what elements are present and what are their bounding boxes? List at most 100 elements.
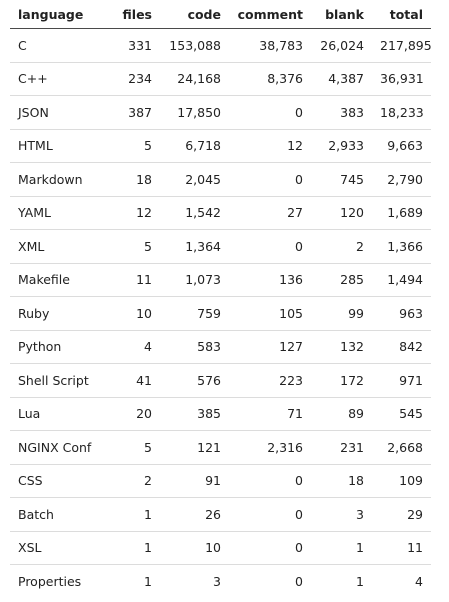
table-row: Ruby 10 759 105 99 963 xyxy=(10,296,431,331)
cell-comment: 12 xyxy=(229,129,311,163)
cell-comment: 38,783 xyxy=(229,28,311,63)
cell-blank: 745 xyxy=(311,162,372,197)
cell-code: 121 xyxy=(160,430,229,465)
cell-comment: 0 xyxy=(229,497,311,532)
cell-blank: 172 xyxy=(311,363,372,398)
table-row: XSL 1 10 0 1 11 xyxy=(10,531,431,565)
cell-language: HTML xyxy=(10,129,108,163)
cell-language: C++ xyxy=(10,62,108,96)
table-row: Makefile 11 1,073 136 285 1,494 xyxy=(10,263,431,297)
table-row: Python 4 583 127 132 842 xyxy=(10,330,431,364)
cell-code: 1,073 xyxy=(160,263,229,297)
cell-comment: 127 xyxy=(229,330,311,364)
cell-comment: 0 xyxy=(229,531,311,565)
cell-code: 576 xyxy=(160,363,229,398)
cell-blank: 2 xyxy=(311,229,372,264)
cell-total: 971 xyxy=(372,363,431,398)
table-row: C++ 234 24,168 8,376 4,387 36,931 xyxy=(10,62,431,96)
cell-code: 3 xyxy=(213,573,221,589)
cell-code: 583 xyxy=(160,330,229,364)
cell-files: 234 xyxy=(108,62,160,96)
cell-total: 109 xyxy=(372,464,431,498)
cell-code: 2,045 xyxy=(160,162,229,197)
cell-files: 331 xyxy=(108,28,160,63)
header-comment: comment xyxy=(229,0,311,29)
cell-total: 1,494 xyxy=(372,263,431,297)
cell-total: 842 xyxy=(372,330,431,364)
cell-blank: 285 xyxy=(311,263,372,297)
cell-language: Shell Script xyxy=(10,363,108,398)
table-row: C 331 153,088 38,783 26,024 217,895 xyxy=(10,28,432,63)
cell-files: 4 xyxy=(108,330,160,364)
cell-comment: 8,376 xyxy=(229,62,311,96)
cell-code: 153,088 xyxy=(160,28,229,63)
cell-files: 5 xyxy=(108,430,160,465)
cell-code: 26 xyxy=(160,497,229,532)
cell-language: Lua xyxy=(10,397,108,431)
header-blank: blank xyxy=(311,0,372,29)
table-row: XML 5 1,364 0 2 1,366 xyxy=(10,229,431,264)
cell-blank: 26,024 xyxy=(311,28,372,63)
cell-code: 385 xyxy=(160,397,229,431)
cell-language: XML xyxy=(10,229,108,264)
cell-language: Batch xyxy=(10,497,108,532)
language-stats-table-container: language files code comment blank total … xyxy=(10,0,432,598)
table-row: YAML 12 1,542 27 120 1,689 xyxy=(10,196,431,230)
table-row: NGINX Conf 5 121 2,316 231 2,668 xyxy=(10,430,431,465)
cell-comment: 136 xyxy=(229,263,311,297)
cell-files: 5 xyxy=(108,229,160,264)
table-header: language files code comment blank total xyxy=(10,0,431,29)
cell-comment: 27 xyxy=(229,196,311,230)
cell-total: 18,233 xyxy=(372,95,431,130)
cell-blank: 4,387 xyxy=(311,62,372,96)
table-row: Properties 1 3 0 1 4 xyxy=(10,565,431,598)
cell-total: 545 xyxy=(372,397,431,431)
header-row: language files code comment blank total xyxy=(10,0,431,29)
cell-language: Python xyxy=(10,330,108,364)
cell-files: 1 xyxy=(144,573,152,589)
header-files: files xyxy=(108,0,160,29)
cell-blank: 231 xyxy=(311,430,372,465)
cell-total: 29 xyxy=(372,497,431,532)
cell-comment: 71 xyxy=(229,397,311,431)
language-stats-table: language files code comment blank total … xyxy=(10,0,432,598)
cell-blank: 1 xyxy=(356,573,364,589)
table-row: Batch 1 26 0 3 29 xyxy=(10,497,431,532)
cell-comment: 105 xyxy=(229,296,311,331)
cell-files: 20 xyxy=(108,397,160,431)
cell-files: 1 xyxy=(108,531,160,565)
cell-comment: 0 xyxy=(295,573,303,589)
table-row: Lua 20 385 71 89 545 xyxy=(10,397,431,431)
cell-language: Properties xyxy=(18,573,82,589)
cell-blank: 99 xyxy=(311,296,372,331)
cell-comment: 0 xyxy=(229,162,311,197)
cell-language: Ruby xyxy=(10,296,108,331)
cell-blank: 1 xyxy=(311,531,372,565)
cell-language: JSON xyxy=(10,95,108,130)
cell-language: Makefile xyxy=(10,263,108,297)
cell-files: 41 xyxy=(108,363,160,398)
cell-blank: 120 xyxy=(311,196,372,230)
cell-total: 2,668 xyxy=(372,430,431,465)
cell-files: 5 xyxy=(108,129,160,163)
table-row: JSON 387 17,850 0 383 18,233 xyxy=(10,95,431,130)
cell-files: 2 xyxy=(108,464,160,498)
cell-code: 17,850 xyxy=(160,95,229,130)
cell-language: CSS xyxy=(10,464,108,498)
cell-blank: 383 xyxy=(311,95,372,130)
cell-code: 6,718 xyxy=(160,129,229,163)
cell-language: YAML xyxy=(10,196,108,230)
cell-files: 10 xyxy=(108,296,160,331)
cell-language: Markdown xyxy=(10,162,108,197)
header-language: language xyxy=(10,0,108,29)
cell-comment: 0 xyxy=(229,229,311,264)
cell-comment: 0 xyxy=(229,95,311,130)
cell-blank: 132 xyxy=(311,330,372,364)
cell-code: 1,364 xyxy=(160,229,229,264)
cell-code: 759 xyxy=(160,296,229,331)
cell-total: 2,790 xyxy=(372,162,431,197)
cell-files: 387 xyxy=(108,95,160,130)
cell-files: 12 xyxy=(108,196,160,230)
cell-total: 217,895 xyxy=(372,28,432,63)
header-total: total xyxy=(372,0,431,29)
